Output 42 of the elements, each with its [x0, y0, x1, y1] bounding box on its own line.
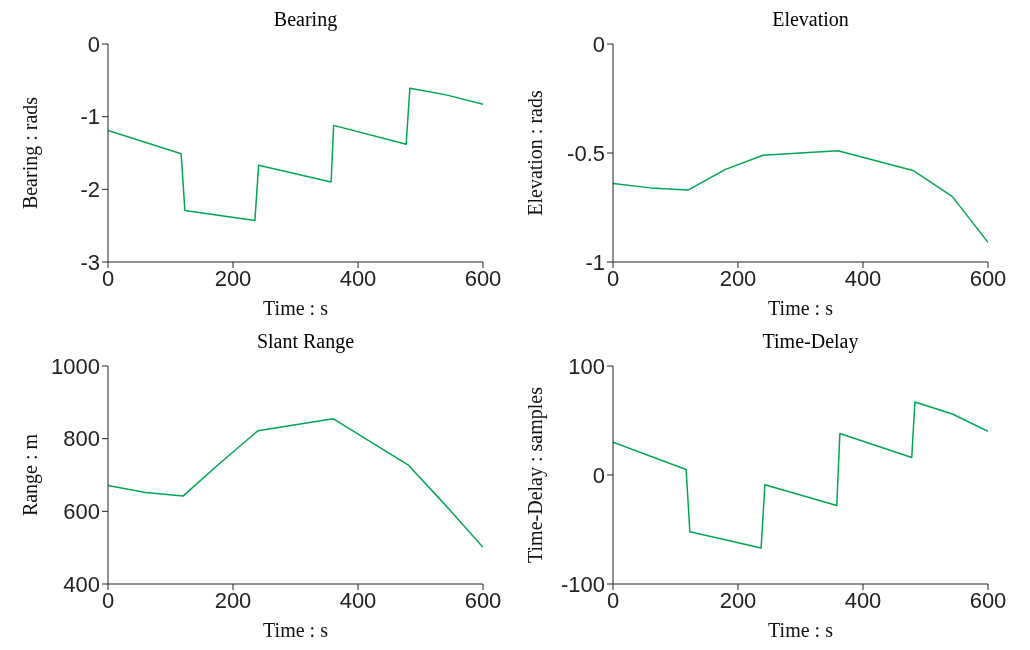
y-tick-label: -0.5: [567, 140, 605, 166]
chart-title: Bearing: [273, 8, 338, 30]
y-tick-label: 0: [592, 462, 605, 488]
chart-title: Slant Range: [256, 330, 355, 352]
y-tick-label: -1: [585, 249, 605, 275]
y-axis-title: Bearing : rads: [19, 96, 43, 210]
x-tick-label: 400: [844, 587, 882, 613]
y-tick-label: -1: [80, 104, 100, 130]
chart-title: Time-Delay: [762, 330, 859, 352]
y-tick-label: 1000: [51, 353, 100, 379]
x-axis-title: Time : s: [263, 619, 329, 641]
x-tick-label: 600: [464, 587, 502, 613]
x-tick-label: 600: [969, 587, 1007, 613]
line-series: [613, 150, 988, 244]
y-tick-label: -100: [560, 571, 605, 597]
x-tick-label: 400: [339, 587, 377, 613]
x-axis-title: Time : s: [768, 297, 834, 319]
x-axis-title: Time : s: [768, 619, 834, 641]
x-axis-title: Time : s: [263, 297, 329, 319]
x-tick-label: 200: [214, 587, 252, 613]
line-series: [613, 401, 988, 549]
x-tick-label: 600: [969, 265, 1007, 291]
x-tick-label: 400: [339, 265, 377, 291]
y-tick-label: 400: [63, 571, 100, 597]
y-axis-title: Time-Delay : samples: [524, 386, 548, 563]
y-tick-label: 0: [592, 31, 605, 57]
x-tick-label: 200: [214, 265, 252, 291]
y-axis-title: Range : m: [19, 433, 43, 517]
y-tick-label: -2: [80, 177, 100, 203]
y-tick-label: -3: [80, 249, 100, 275]
y-tick-label: 100: [568, 353, 605, 379]
x-tick-label: 200: [719, 265, 757, 291]
chart-title: Elevation: [772, 8, 849, 30]
x-tick-label: 200: [719, 587, 757, 613]
y-tick-label: 0: [87, 31, 100, 57]
line-series: [108, 87, 483, 222]
y-tick-label: 600: [63, 499, 100, 525]
y-axis-title: Elevation : rads: [524, 90, 547, 216]
y-tick-label: 800: [63, 426, 100, 452]
line-series: [108, 417, 483, 549]
x-tick-label: 400: [844, 265, 882, 291]
x-tick-label: 600: [464, 265, 502, 291]
